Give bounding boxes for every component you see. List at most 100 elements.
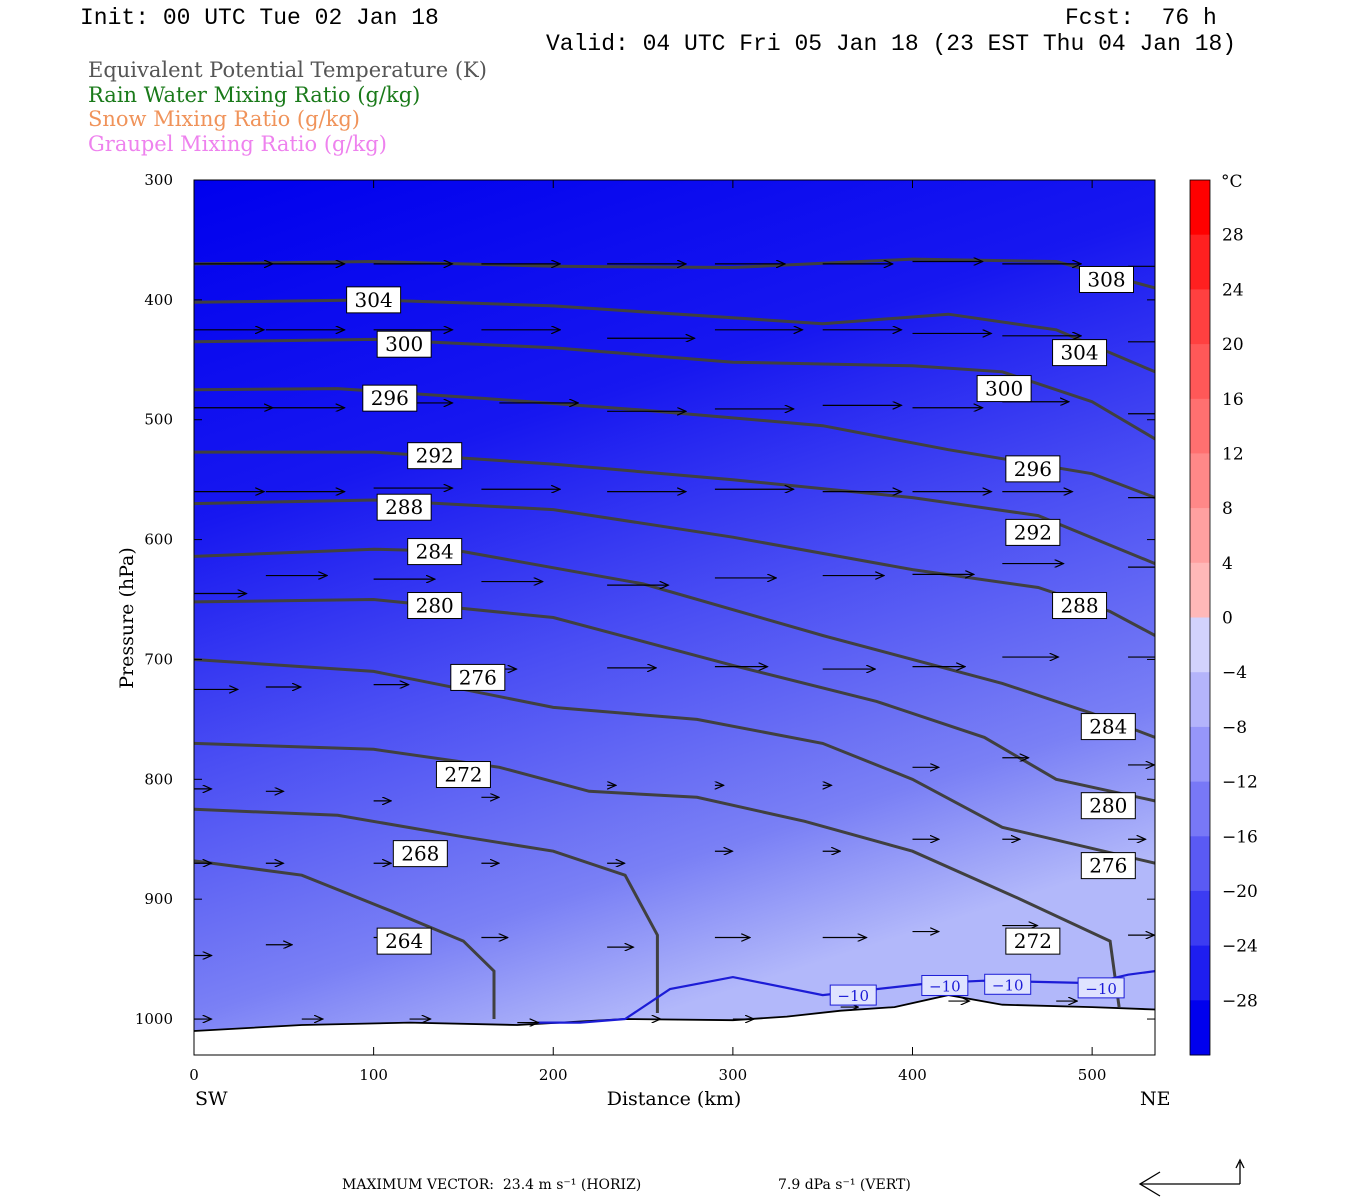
x-tick-label: 100 [359,1066,388,1084]
svg-text:288: 288 [385,495,423,519]
colorbar-swatch [1190,672,1210,728]
max-vector-vert: 7.9 dPa s⁻¹ (VERT) [778,1177,911,1193]
plot-background [194,180,1155,1055]
theta-e-label: 296 [362,384,418,412]
theta-e-label: 264 [376,927,432,955]
valid-time: Valid: 04 UTC Fri 05 Jan 18 (23 EST Thu … [546,31,1237,57]
colorbar-swatch [1190,945,1210,1001]
theta-e-label: 268 [392,840,448,868]
x-end-label-sw: SW [195,1088,228,1110]
theta-e-label: 296 [1005,455,1061,483]
theta-e-label: 272 [435,761,491,789]
colorbar-label: 12 [1222,444,1244,464]
colorbar-label: 8 [1222,499,1233,519]
y-tick-label: 300 [144,171,173,189]
temp-label-minus10: −10 [984,973,1032,995]
theta-e-contour-276 [194,658,1155,865]
colorbar-label: 20 [1222,335,1244,355]
temp-label-minus10: −10 [1077,977,1125,999]
theta-e-label: 300 [376,330,432,358]
theta-e-contour-296 [194,387,1155,500]
plot-frame [193,179,1156,1056]
x-tick-label: 500 [1078,1066,1107,1084]
svg-text:284: 284 [1089,715,1127,739]
svg-text:−10: −10 [929,977,961,995]
colorbar-swatch [1190,1000,1210,1056]
temp-label-minus10: −10 [829,984,877,1006]
theta-e-label: 308 [1079,265,1135,293]
x-tick-label: 0 [189,1066,199,1084]
y-tick-label: 800 [144,770,173,788]
svg-text:304: 304 [1060,341,1098,365]
svg-text:304: 304 [355,288,393,312]
theta-e-contour-280 [194,597,1155,803]
legend-graupel: Graupel Mixing Ratio (g/kg) [88,132,387,156]
theta-e-contour-284 [194,547,1155,739]
colorbar-swatch [1190,289,1210,345]
colorbar-swatch [1190,508,1210,564]
theta-e-contour-304 [194,298,1155,374]
colorbar-label: −28 [1222,991,1258,1011]
colorbar-label: 16 [1222,390,1244,410]
colorbar-label: −8 [1222,718,1247,738]
colorbar-swatch [1190,617,1210,673]
colorbar-swatch [1190,781,1210,837]
legend-rain-water: Rain Water Mixing Ratio (g/kg) [88,83,421,107]
y-tick-label: 900 [144,890,173,908]
svg-text:292: 292 [416,444,454,468]
svg-text:272: 272 [1014,929,1052,953]
y-tick-label: 400 [144,291,173,309]
colorbar-swatch [1190,398,1210,454]
theta-e-label: 272 [1005,927,1061,955]
svg-text:308: 308 [1087,267,1125,291]
legend-theta-e: Equivalent Potential Temperature (K) [88,58,487,82]
theta-e-label: 280 [1080,792,1136,820]
svg-text:276: 276 [459,665,497,689]
theta-e-label: 288 [1052,592,1108,620]
colorbar-swatch [1190,453,1210,509]
colorbar-label: −12 [1222,773,1258,793]
init-time: Init: 00 UTC Tue 02 Jan 18 [80,5,439,31]
y-tick-label: 1000 [135,1010,173,1028]
theta-e-label: 292 [1005,518,1061,546]
y-axis-label: Pressure (hPa) [116,547,138,689]
svg-text:300: 300 [385,332,423,356]
svg-text:284: 284 [416,540,454,564]
terrain-line [194,994,1155,1032]
svg-text:−10: −10 [1085,980,1117,998]
svg-text:280: 280 [1089,794,1127,818]
theta-e-contour-308 [194,257,1155,290]
svg-text:−10: −10 [837,987,869,1005]
forecast-hour: Fcst: 76 h [1065,5,1217,31]
theta-e-label: 304 [346,286,402,314]
colorbar-label: 0 [1222,609,1233,629]
x-tick-label: 300 [719,1066,748,1084]
colorbar-label: −24 [1222,937,1258,957]
colorbar-swatch [1190,836,1210,892]
svg-text:280: 280 [416,594,454,618]
theta-e-label: 284 [407,538,463,566]
svg-text:288: 288 [1060,594,1098,618]
colorbar-label: 28 [1222,226,1244,246]
colorbar-label: −20 [1222,882,1258,902]
colorbar-swatch [1190,180,1210,236]
svg-text:268: 268 [401,842,439,866]
theta-e-label: 292 [407,442,463,470]
theta-e-label: 304 [1052,339,1108,367]
theta-e-label: 288 [376,493,432,521]
svg-text:272: 272 [444,763,482,787]
y-tick-label: 700 [144,650,173,668]
reference-vector-icon [1138,1158,1245,1197]
svg-text:276: 276 [1089,854,1127,878]
svg-text:300: 300 [985,377,1023,401]
svg-text:−10: −10 [992,976,1024,994]
colorbar-swatch [1190,234,1210,290]
x-end-label-ne: NE [1140,1088,1171,1110]
theta-e-contour-264 [194,859,496,1019]
colorbar-label: −16 [1222,827,1258,847]
svg-text:296: 296 [1014,457,1052,481]
x-axis-label: Distance (km) [607,1088,742,1110]
colorbar-label: −4 [1222,663,1247,683]
theta-e-label: 276 [450,663,506,691]
